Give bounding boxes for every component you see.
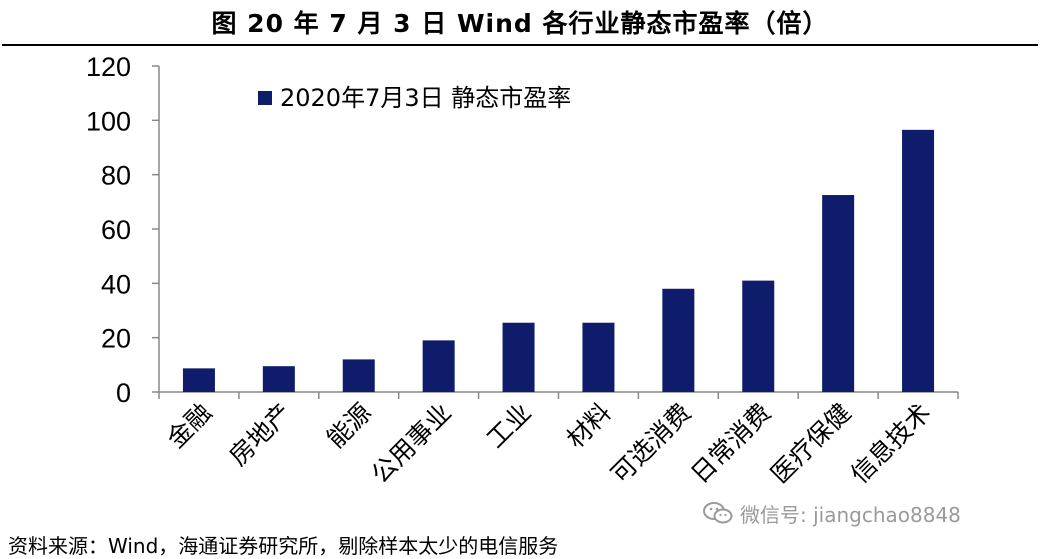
x-axis bbox=[158, 391, 959, 399]
bar bbox=[502, 322, 535, 392]
x-tick-label: 能源 bbox=[321, 398, 377, 454]
bar bbox=[182, 368, 215, 392]
wechat-icon bbox=[703, 502, 733, 524]
x-tick-label: 日常消费 bbox=[685, 398, 776, 489]
y-tick-label: 100 bbox=[86, 106, 131, 136]
bar bbox=[902, 129, 935, 392]
y-tick-label: 80 bbox=[101, 161, 131, 191]
legend-label: 2020年7月3日 静态市盈率 bbox=[280, 84, 571, 112]
bar bbox=[742, 280, 775, 392]
bar bbox=[582, 322, 615, 392]
bar bbox=[662, 288, 695, 392]
title-divider bbox=[2, 44, 1038, 46]
bar bbox=[422, 340, 455, 392]
x-tick-label: 金融 bbox=[161, 398, 217, 454]
watermark: 微信号: jiangchao8848 bbox=[702, 498, 961, 528]
x-tick-label: 材料 bbox=[561, 398, 617, 454]
legend: 2020年7月3日 静态市盈率 bbox=[258, 84, 571, 112]
legend-swatch bbox=[258, 91, 272, 105]
y-axis: 0 20 40 60 80 100 120 bbox=[86, 52, 160, 408]
figure-title: 图 20 年 7 月 3 日 Wind 各行业静态市盈率（倍） bbox=[211, 9, 829, 38]
x-tick-label: 可选消费 bbox=[605, 398, 696, 489]
bar bbox=[262, 366, 295, 392]
x-tick-label: 医疗保健 bbox=[765, 398, 856, 489]
x-tick-label: 信息技术 bbox=[845, 398, 936, 489]
x-tick-label: 公用事业 bbox=[366, 398, 457, 489]
bar bbox=[822, 195, 855, 392]
y-tick-label: 120 bbox=[86, 52, 131, 82]
x-tick-label: 房地产 bbox=[224, 398, 298, 472]
bar-series bbox=[182, 129, 935, 392]
watermark-text: 微信号: jiangchao8848 bbox=[740, 502, 961, 527]
source-note: 资料来源：Wind，海通证券研究所，剔除样本太少的电信服务 bbox=[8, 534, 559, 558]
x-tick-label: 工业 bbox=[481, 398, 537, 454]
y-tick-label: 40 bbox=[101, 269, 131, 299]
bar bbox=[342, 359, 375, 392]
y-tick-label: 20 bbox=[101, 324, 131, 354]
y-tick-label: 0 bbox=[116, 378, 131, 408]
y-tick-label: 60 bbox=[101, 215, 131, 245]
